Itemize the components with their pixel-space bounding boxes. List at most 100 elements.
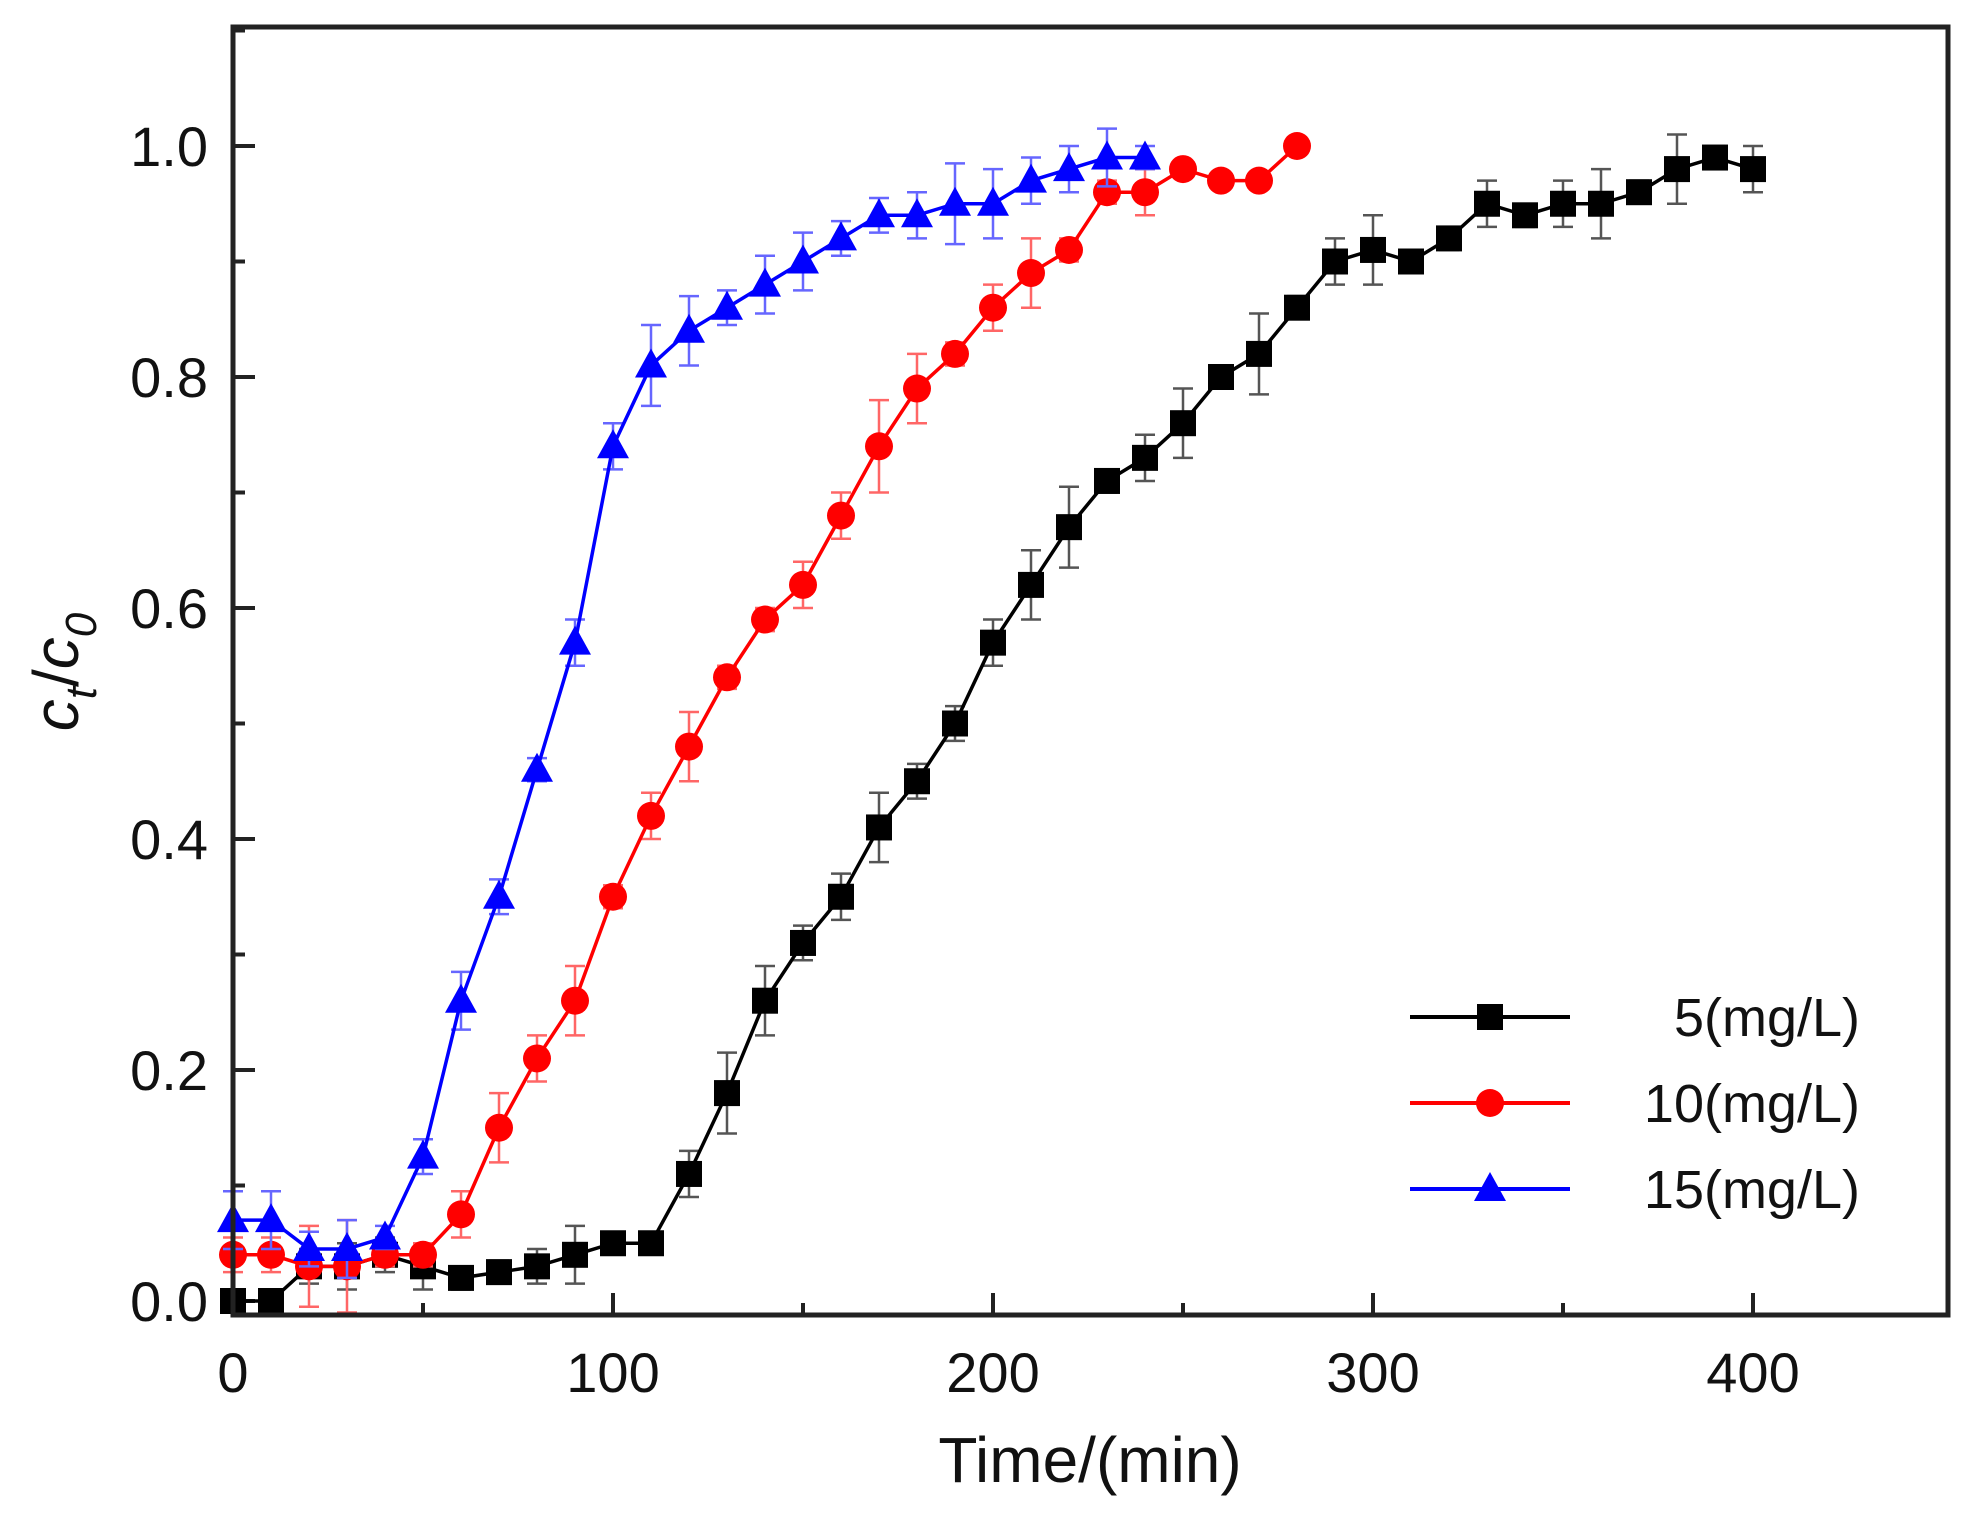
data-point: [749, 267, 781, 297]
data-point: [447, 1200, 475, 1229]
legend-marker: [1474, 1172, 1506, 1201]
data-point: [1283, 132, 1311, 160]
data-point: [1169, 155, 1197, 184]
data-point: [1245, 166, 1273, 195]
data-point: [825, 221, 857, 251]
data-point: [789, 570, 817, 599]
data-point: [901, 198, 933, 228]
legend-item: 5(mg/L): [1410, 988, 1860, 1048]
data-point: [979, 293, 1007, 322]
data-point: [1055, 235, 1083, 264]
data-point: [1015, 163, 1047, 193]
data-point: [1094, 467, 1120, 494]
ticks-layer: 0 100 200 300 400 0.0 0.2 0.4 0.6 0.8 1.0: [130, 28, 1800, 1404]
y-axis-title-c1: c: [20, 699, 92, 731]
legend-marker: [1477, 1004, 1503, 1030]
series-15(mg/L): [217, 127, 1161, 1280]
legend-item: 15(mg/L): [1410, 1160, 1860, 1220]
data-point: [293, 1232, 325, 1262]
data-point: [600, 1230, 626, 1257]
data-point: [977, 186, 1009, 216]
data-point: [676, 1160, 702, 1187]
x-tick-label: 400: [1706, 1341, 1799, 1404]
data-point: [751, 605, 779, 634]
data-point: [866, 814, 892, 841]
data-point: [1132, 444, 1158, 471]
data-point: [597, 429, 629, 459]
data-point: [865, 432, 893, 461]
data-point: [790, 929, 816, 956]
data-point: [635, 348, 667, 378]
data-point: [1360, 236, 1386, 263]
data-point: [903, 374, 931, 403]
data-point: [980, 629, 1006, 656]
y-tick-label: 1.0: [130, 115, 208, 178]
data-point: [485, 1113, 513, 1142]
data-point: [1053, 152, 1085, 182]
data-point: [561, 986, 589, 1015]
data-point: [523, 1044, 551, 1073]
data-point: [1702, 144, 1728, 171]
data-point: [1056, 514, 1082, 541]
data-point: [521, 752, 553, 782]
y-axis-title-sub2: 0: [57, 612, 106, 637]
data-point: [828, 883, 854, 910]
data-point: [1626, 179, 1652, 206]
data-point: [637, 801, 665, 830]
x-tick-label: 0: [217, 1341, 248, 1404]
data-point: [1740, 156, 1766, 183]
data-point: [562, 1241, 588, 1268]
data-point: [939, 186, 971, 216]
y-tick-label: 0.2: [130, 1039, 208, 1102]
data-point: [486, 1259, 512, 1286]
data-point: [752, 987, 778, 1014]
data-point: [1436, 225, 1462, 252]
data-point: [258, 1288, 284, 1314]
data-point: [483, 879, 515, 909]
data-point: [448, 1264, 474, 1291]
data-point: [1246, 340, 1272, 367]
data-point: [863, 198, 895, 228]
y-tick-label: 0.0: [130, 1270, 208, 1333]
data-point: [675, 732, 703, 761]
data-point: [559, 625, 591, 655]
x-tick-label: 300: [1326, 1341, 1419, 1404]
legend: 5(mg/L) 10(mg/L) 15(mg/L): [1410, 988, 1860, 1220]
data-point: [1664, 156, 1690, 183]
plot-frame: [230, 24, 1951, 1318]
legend-label: 10(mg/L): [1644, 1074, 1860, 1134]
data-point: [1588, 190, 1614, 217]
data-point: [255, 1203, 287, 1233]
data-point: [1131, 178, 1159, 207]
series-layer: [217, 127, 1766, 1314]
legend-marker: [1476, 1089, 1504, 1117]
data-point: [1207, 166, 1235, 195]
data-point: [524, 1253, 550, 1280]
data-point: [827, 501, 855, 530]
legend-item: 10(mg/L): [1410, 1074, 1860, 1134]
data-point: [1474, 190, 1500, 217]
y-axis-title-sub1: t: [57, 685, 106, 699]
series-5(mg/L): [220, 133, 1766, 1314]
data-point: [1512, 202, 1538, 229]
data-point: [638, 1230, 664, 1257]
y-tick-label: 0.6: [130, 577, 208, 640]
data-point: [1129, 140, 1161, 170]
series-10(mg/L): [219, 132, 1311, 1314]
x-axis-title: Time/(min): [938, 1424, 1241, 1496]
data-point: [713, 663, 741, 692]
data-point: [1018, 571, 1044, 598]
data-point: [331, 1232, 363, 1262]
legend-label: 5(mg/L): [1674, 988, 1860, 1048]
data-point: [711, 290, 743, 320]
data-point: [445, 983, 477, 1013]
data-point: [407, 1139, 439, 1169]
data-point: [1170, 410, 1196, 437]
data-point: [1284, 294, 1310, 321]
legend-label: 15(mg/L): [1644, 1160, 1860, 1220]
data-point: [1550, 190, 1576, 217]
data-point: [714, 1080, 740, 1107]
data-point: [942, 710, 968, 737]
